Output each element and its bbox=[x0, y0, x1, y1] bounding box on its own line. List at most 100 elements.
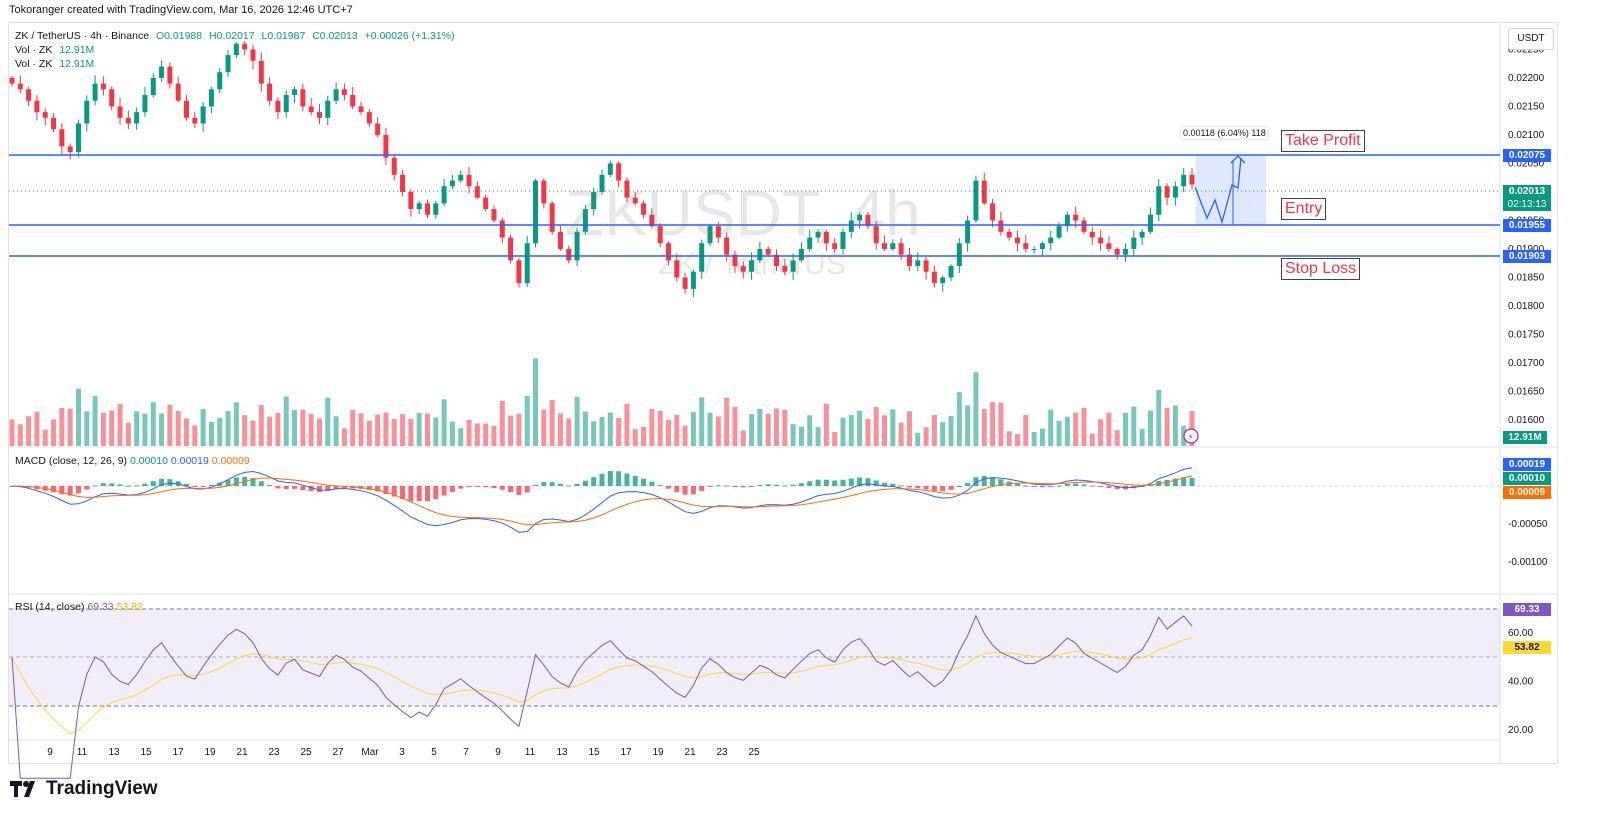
candle-body bbox=[649, 214, 655, 227]
volume-bar bbox=[1081, 407, 1087, 446]
time-axis-label: 5 bbox=[431, 747, 437, 758]
macd-hist-bar bbox=[832, 480, 838, 486]
rsi-ma-tag: 53.82 bbox=[1503, 641, 1551, 654]
volume-bar bbox=[491, 425, 497, 446]
volume-bar bbox=[865, 419, 871, 446]
macd-hist-bar bbox=[649, 481, 655, 486]
entry-label: Entry bbox=[1281, 198, 1327, 220]
candle-body bbox=[582, 209, 588, 232]
tradingview-logo[interactable]: TradingView bbox=[10, 778, 158, 800]
macd-hist-bar bbox=[599, 473, 605, 486]
macd-hist-bar bbox=[549, 482, 555, 486]
time-axis-label: 19 bbox=[204, 747, 216, 758]
rsi-legend[interactable]: RSI (14, close) 69.33 53.82 bbox=[15, 601, 143, 613]
candle-body bbox=[724, 237, 730, 255]
candle-body bbox=[292, 89, 298, 96]
macd-hist-bar bbox=[998, 479, 1004, 486]
candle-body bbox=[17, 83, 23, 90]
volume-bar bbox=[416, 412, 422, 446]
volume-bar bbox=[424, 413, 430, 446]
macd-legend[interactable]: MACD (close, 12, 26, 9) 0.00010 0.00019 … bbox=[15, 455, 250, 467]
volume-bar bbox=[948, 415, 954, 446]
price-axis-label: 0.01650 bbox=[1508, 386, 1545, 397]
volume-bar bbox=[524, 395, 530, 446]
candle-body bbox=[906, 254, 912, 267]
candle-body bbox=[1131, 237, 1137, 249]
macd-hist-bar bbox=[931, 486, 937, 491]
rsi-axis-label: 40.00 bbox=[1508, 676, 1533, 687]
candle-body bbox=[782, 266, 788, 272]
entry-price-tag: 0.01955 bbox=[1503, 219, 1551, 232]
candle-body bbox=[383, 134, 389, 158]
candle-body bbox=[740, 266, 746, 272]
time-axis-label: 23 bbox=[268, 747, 280, 758]
candle-body bbox=[391, 157, 397, 175]
legend-volume-1[interactable]: Vol · ZK 12.91M bbox=[15, 44, 98, 56]
macd-hist-bar bbox=[707, 486, 713, 488]
candle-body bbox=[1056, 226, 1062, 238]
candle-body bbox=[34, 100, 40, 113]
volume-bar bbox=[641, 426, 647, 446]
volume-bar bbox=[300, 409, 306, 446]
candle-body bbox=[749, 260, 755, 272]
rsi-axis-label: 20.00 bbox=[1508, 725, 1533, 736]
candle-body bbox=[1098, 237, 1104, 244]
volume-bar bbox=[17, 424, 23, 446]
macd-hist-bar bbox=[990, 477, 996, 486]
legend-volume-2[interactable]: Vol · ZK 12.91M bbox=[15, 58, 98, 70]
rsi-tag: 69.33 bbox=[1503, 603, 1551, 616]
macd-hist-bar bbox=[1039, 486, 1045, 488]
volume-bar bbox=[250, 420, 256, 446]
macd-hist-bar bbox=[508, 486, 514, 493]
volume-bar bbox=[208, 421, 214, 446]
rsi-band bbox=[9, 609, 1500, 706]
volume-bar bbox=[890, 409, 896, 446]
candle-body bbox=[641, 203, 647, 215]
volume-bar bbox=[898, 422, 904, 446]
macd-hist-bar bbox=[981, 475, 987, 486]
macd-hist-bar bbox=[848, 478, 854, 486]
macd-hist-bar bbox=[200, 486, 206, 487]
volume-bar bbox=[400, 414, 406, 446]
price-axis: 0.022500.022000.021500.021000.020500.020… bbox=[1508, 44, 1545, 426]
macd-hist-bar bbox=[499, 486, 505, 490]
symbol-watermark-sub: ZK / TetherUS bbox=[658, 248, 846, 281]
candle-body bbox=[400, 174, 406, 192]
price-axis-label: 0.01800 bbox=[1508, 301, 1545, 312]
legend-volume-label: Vol · ZK bbox=[15, 58, 53, 70]
candle-body bbox=[832, 243, 838, 249]
macd-hist-bar bbox=[325, 486, 331, 491]
candle-body bbox=[433, 203, 439, 215]
macd-hist-bar bbox=[582, 480, 588, 486]
macd-hist-bar bbox=[424, 486, 430, 502]
macd-hist-bar bbox=[75, 486, 81, 494]
candle-body bbox=[1006, 231, 1012, 238]
candle-body bbox=[1039, 243, 1045, 249]
volume-bar bbox=[616, 417, 622, 446]
volume-bar bbox=[150, 402, 156, 446]
stop-loss-price-tag: 0.01903 bbox=[1503, 250, 1551, 263]
candle-body bbox=[1181, 174, 1187, 187]
macd-hist-bar bbox=[51, 486, 57, 493]
currency-selector[interactable]: USDT bbox=[1508, 28, 1554, 50]
macd-hist-bar bbox=[915, 486, 921, 489]
candle-body bbox=[449, 180, 455, 187]
legend-symbol[interactable]: ZK / TetherUS · 4h · Binance bbox=[15, 30, 150, 42]
volume-bar bbox=[1048, 409, 1054, 446]
candle-body bbox=[616, 163, 622, 181]
candle-body bbox=[848, 220, 854, 232]
time-axis-label: 25 bbox=[300, 747, 312, 758]
volume-bar bbox=[508, 415, 514, 446]
time-axis-label: 9 bbox=[47, 747, 53, 758]
volume-bar bbox=[956, 392, 962, 446]
macd-hist-bar bbox=[616, 471, 622, 486]
price-axis-label: 0.01600 bbox=[1508, 415, 1545, 426]
volume-bar bbox=[749, 414, 755, 446]
volume-bar bbox=[1156, 389, 1162, 446]
candle-body bbox=[92, 83, 98, 101]
candle-body bbox=[882, 243, 888, 249]
rsi-ma-value: 53.82 bbox=[116, 601, 143, 613]
candle-body bbox=[499, 220, 505, 238]
legend-change: +0.00026 (+1.31%) bbox=[364, 30, 455, 42]
